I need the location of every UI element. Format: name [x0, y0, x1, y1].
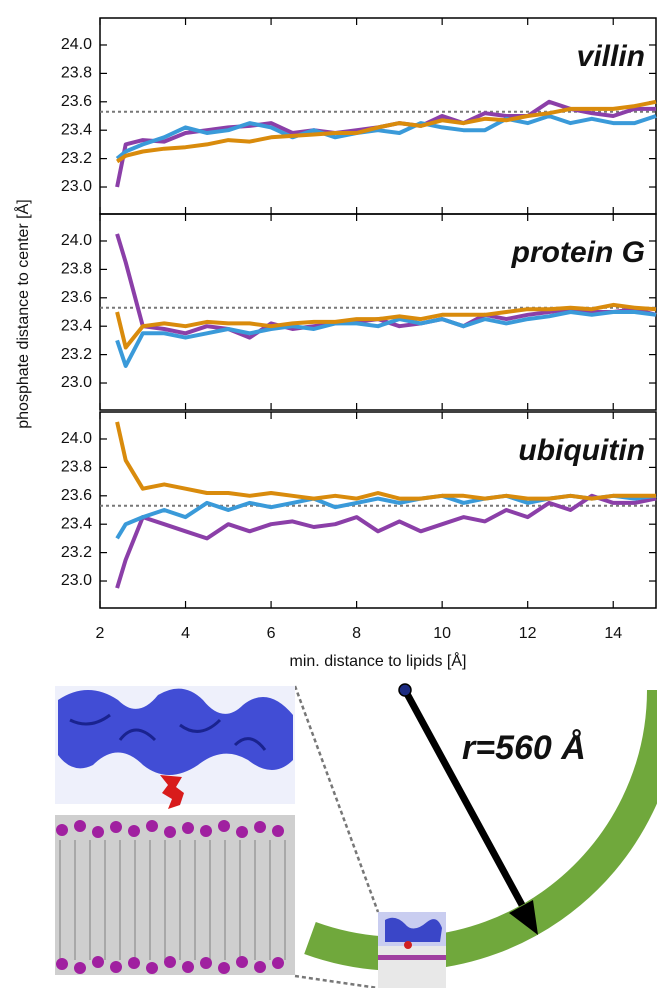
x-axis-label: min. distance to lipids [Å]: [290, 651, 467, 670]
x-tick-label: 4: [181, 625, 190, 642]
x-tick-label: 14: [604, 625, 622, 642]
y-tick-label: 24.0: [61, 430, 92, 447]
inset-headgroups: [378, 955, 446, 960]
x-tick-label: 12: [519, 625, 537, 642]
series-line: [115, 493, 657, 589]
plot-frame: [99, 213, 657, 411]
y-tick-label: 23.0: [61, 572, 92, 589]
series-line: [115, 421, 656, 501]
y-tick-label: 23.2: [61, 346, 92, 363]
headgroups-bottom: [56, 956, 284, 974]
center-dot: [398, 683, 412, 697]
x-tick-label: 10: [433, 625, 451, 642]
inset-protein-shape: [385, 917, 442, 942]
headgroups-top: [56, 820, 284, 838]
inset-ligand: [404, 941, 412, 949]
series-line: [115, 493, 657, 540]
y-tick-label: 23.2: [61, 544, 92, 561]
series-line: [115, 114, 657, 161]
y-tick-label: 24.0: [61, 232, 92, 249]
y-tick-label: 23.8: [61, 261, 92, 278]
y-tick-label: 23.8: [61, 459, 92, 476]
lipid-tails: [59, 840, 286, 960]
y-tick-label: 23.6: [61, 93, 92, 110]
arrow-head: [509, 900, 538, 935]
plot-frame: [99, 411, 657, 609]
protein-shape: [58, 688, 293, 775]
illustration: r=560 Å: [55, 683, 657, 988]
panel-title: protein G: [511, 236, 645, 269]
ligand: [160, 775, 184, 809]
y-axis-label: phosphate distance to center [Å]: [13, 199, 32, 428]
y-tick-label: 23.4: [61, 317, 92, 334]
panel-title: villin: [577, 40, 645, 73]
x-tick-label: 6: [267, 625, 276, 642]
plot-frame: [99, 17, 657, 215]
series-line: [116, 99, 657, 164]
y-tick-label: 23.2: [61, 150, 92, 167]
radius-arrow: [401, 688, 526, 907]
x-tick-label: 8: [352, 625, 361, 642]
y-tick-label: 23.8: [61, 65, 92, 82]
panel-title: ubiquitin: [518, 434, 645, 467]
zoom-line: [293, 685, 380, 913]
series-line: [115, 310, 657, 368]
y-tick-label: 24.0: [61, 36, 92, 53]
y-tick-label: 23.6: [61, 487, 92, 504]
x-tick-label: 2: [96, 625, 105, 642]
y-tick-label: 23.4: [61, 121, 92, 138]
y-tick-label: 23.0: [61, 178, 92, 195]
y-tick-label: 23.4: [61, 515, 92, 532]
y-tick-label: 23.6: [61, 289, 92, 306]
radius-label: r=560 Å: [462, 729, 586, 767]
zoom-line: [294, 974, 379, 988]
y-tick-label: 23.0: [61, 374, 92, 391]
series-line: [115, 302, 657, 350]
protein-detail: [69, 713, 267, 751]
